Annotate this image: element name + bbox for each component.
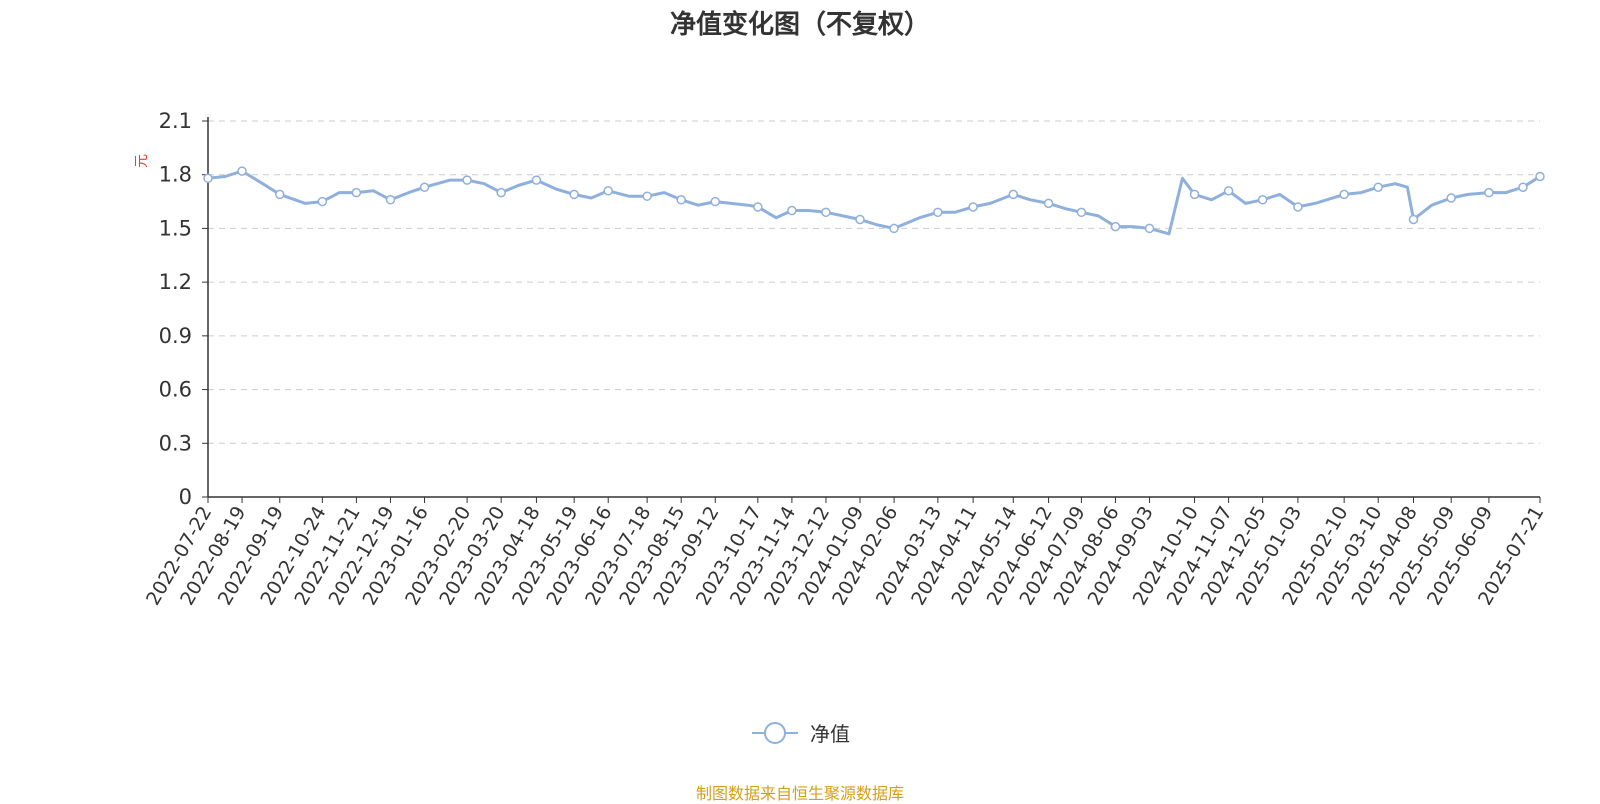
data-point	[1043, 198, 1054, 209]
data-point	[968, 202, 978, 212]
data-point	[1293, 202, 1303, 212]
y-tick-label: 0.3	[159, 431, 192, 455]
data-point	[1535, 171, 1545, 182]
data-point	[642, 191, 652, 201]
data-point	[603, 186, 613, 196]
legend-label: 净值	[810, 722, 850, 746]
data-point	[531, 175, 542, 185]
data-point	[237, 166, 247, 176]
y-tick-label: 2.1	[159, 109, 192, 133]
data-point	[385, 195, 396, 205]
data-point	[496, 187, 506, 198]
data-point	[1189, 189, 1200, 200]
grid-lines	[208, 120, 1540, 444]
legend-line-marker-icon	[752, 721, 798, 744]
y-tick-label: 0	[179, 485, 192, 509]
data-point	[569, 189, 579, 200]
data-point	[1008, 189, 1019, 200]
x-tick-labels: 2022-07-222022-08-192022-09-192022-10-24…	[142, 502, 1548, 609]
data-point	[933, 207, 943, 218]
data-point	[1144, 223, 1155, 234]
data-point	[1257, 195, 1268, 205]
data-point	[1339, 189, 1349, 200]
source-note: 制图数据来自恒生聚源数据库	[695, 784, 904, 803]
legend[interactable]: 净值	[0, 718, 1600, 751]
data-point	[787, 205, 797, 216]
data-point	[1223, 186, 1234, 196]
data-point	[821, 207, 831, 218]
y-tick-label: 0.6	[159, 378, 192, 402]
axes	[202, 117, 1541, 503]
data-point	[889, 223, 899, 234]
data-point	[1373, 182, 1383, 192]
data-point	[317, 196, 328, 207]
data-point	[1518, 182, 1528, 192]
data-point	[275, 189, 285, 200]
y-tick-label: 1.8	[159, 163, 192, 187]
data-point	[1110, 221, 1121, 232]
y-tick-label: 1.5	[159, 216, 192, 240]
data-point	[1446, 193, 1456, 203]
series-line	[206, 169, 1542, 236]
data-point	[1408, 214, 1419, 225]
series-layer	[203, 166, 1545, 236]
data-point	[462, 175, 472, 185]
y-tick-labels: 0 0.3 0.6 0.9 1.2 1.5 1.8 2.1	[159, 109, 192, 509]
y-tick-label: 1.2	[159, 270, 192, 294]
data-point	[676, 195, 686, 205]
chart-title: 净值变化图（不复权）	[669, 10, 930, 40]
data-point	[753, 202, 763, 212]
data-point	[419, 182, 430, 192]
data-point	[1076, 207, 1087, 218]
data-point	[710, 196, 721, 207]
data-point	[1484, 187, 1494, 198]
data-point	[855, 214, 865, 225]
data-point	[351, 187, 362, 198]
y-tick-label: 0.9	[159, 324, 192, 348]
y-unit-label: 元	[134, 154, 150, 168]
data-point	[203, 173, 213, 184]
